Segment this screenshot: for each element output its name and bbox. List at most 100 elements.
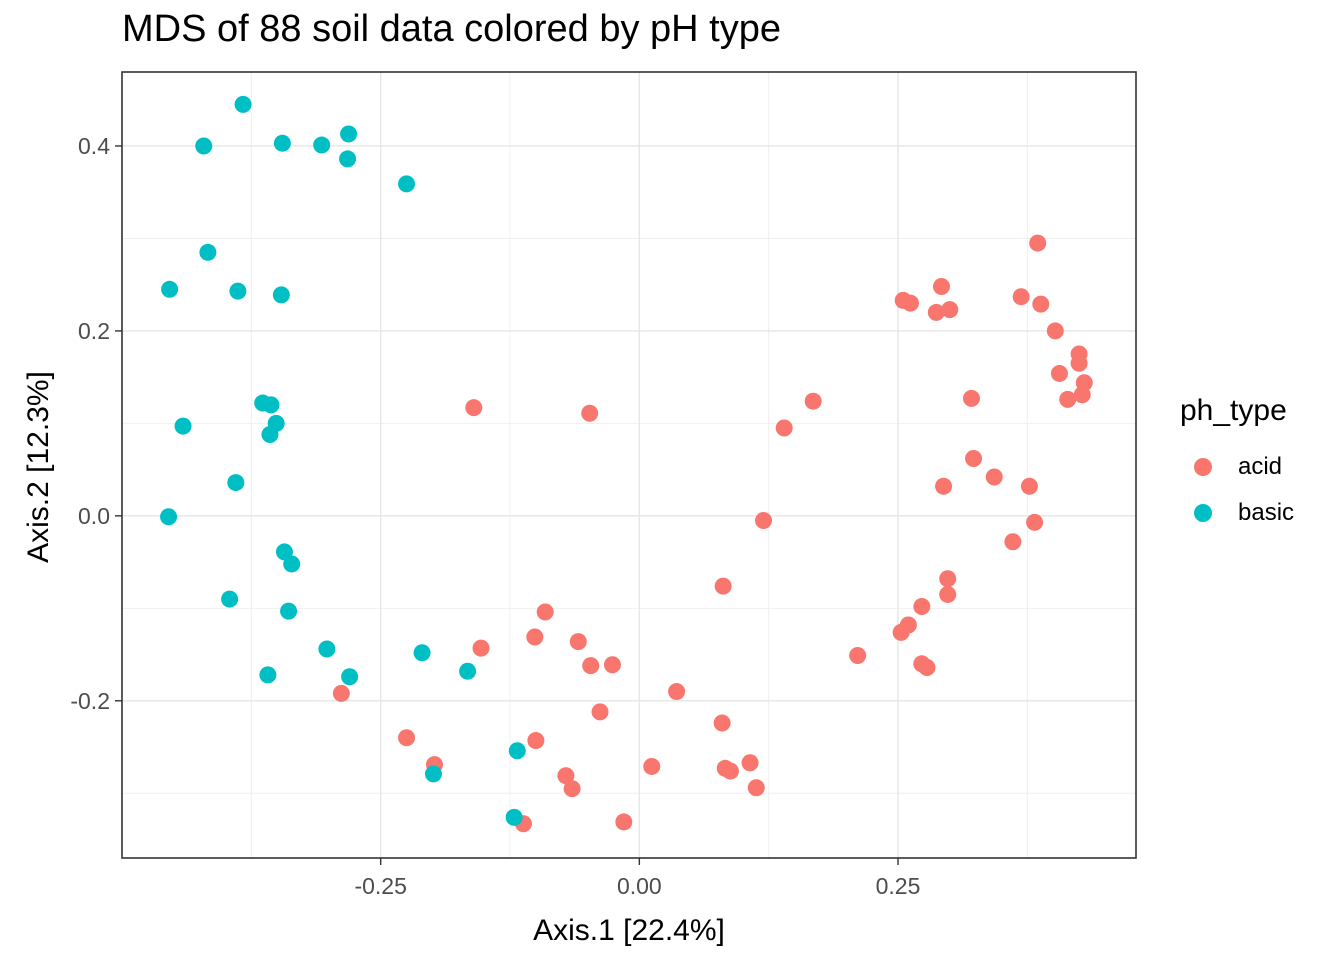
point-basic — [272, 286, 290, 304]
x-tick-label: -0.25 — [354, 873, 406, 899]
point-acid — [1029, 234, 1047, 252]
point-basic — [195, 137, 213, 155]
data-points — [160, 95, 1093, 833]
plot-panel-border — [121, 71, 1137, 859]
point-acid — [713, 714, 731, 732]
point-acid — [932, 278, 950, 296]
point-basic — [234, 95, 252, 113]
x-tick-label: 0.00 — [617, 873, 662, 899]
point-basic — [313, 136, 331, 154]
point-basic — [508, 742, 526, 760]
point-basic — [280, 602, 298, 620]
point-acid — [465, 399, 483, 417]
point-basic — [273, 134, 291, 152]
point-acid — [591, 703, 609, 721]
point-acid — [668, 683, 686, 701]
point-acid — [775, 419, 793, 437]
point-basic — [161, 280, 179, 298]
point-acid — [526, 628, 544, 646]
legend-item-basic: basic — [1180, 490, 1294, 536]
point-basic — [424, 765, 442, 783]
point-acid — [804, 392, 822, 410]
point-acid — [1012, 288, 1030, 306]
point-acid — [536, 603, 554, 621]
point-acid — [569, 633, 587, 651]
point-acid — [398, 729, 416, 747]
point-acid — [892, 623, 910, 641]
point-basic — [283, 555, 301, 573]
legend: ph_type acid basic — [1180, 394, 1294, 536]
point-acid — [1059, 390, 1077, 408]
point-acid — [1032, 295, 1050, 313]
point-basic — [318, 640, 336, 658]
point-acid — [615, 813, 633, 831]
point-basic — [340, 125, 358, 143]
x-tick-label: 0.25 — [876, 873, 921, 899]
point-basic — [259, 666, 277, 684]
point-basic — [221, 590, 239, 608]
legend-label-acid: acid — [1238, 453, 1283, 480]
point-acid — [563, 780, 581, 798]
point-basic — [174, 417, 192, 435]
point-basic — [339, 150, 357, 168]
point-acid — [603, 656, 621, 674]
point-acid — [581, 404, 599, 422]
point-basic — [398, 175, 416, 193]
point-acid — [714, 577, 732, 595]
y-tick-label: 0.4 — [78, 133, 110, 159]
chart-title: MDS of 88 soil data colored by pH type — [122, 8, 782, 50]
point-acid — [935, 477, 953, 495]
point-basic — [199, 243, 217, 261]
point-acid — [1020, 477, 1038, 495]
point-acid — [1050, 364, 1068, 382]
point-acid — [1070, 354, 1088, 372]
point-acid — [918, 659, 936, 677]
point-basic — [341, 668, 359, 686]
point-basic — [459, 662, 477, 680]
point-acid — [557, 767, 575, 785]
point-acid — [1046, 322, 1064, 340]
legend-label-basic: basic — [1238, 499, 1295, 526]
point-basic — [413, 644, 431, 662]
point-acid — [849, 646, 867, 664]
point-acid — [1026, 513, 1044, 531]
x-axis-title: Axis.1 [22.4%] — [533, 914, 725, 947]
point-acid — [472, 639, 490, 657]
point-basic — [261, 425, 279, 443]
point-acid — [1073, 386, 1091, 404]
y-axis-title: Axis.2 [12.3%] — [22, 371, 55, 563]
point-acid — [965, 450, 983, 468]
point-acid — [941, 301, 959, 319]
point-basic — [262, 396, 280, 414]
point-acid — [643, 757, 661, 775]
point-acid — [332, 684, 350, 702]
point-acid — [962, 389, 980, 407]
point-acid — [939, 585, 957, 603]
point-acid — [755, 511, 773, 529]
legend-title: ph_type — [1180, 394, 1287, 427]
point-acid — [985, 468, 1003, 486]
point-acid — [721, 762, 739, 780]
y-tick-label: -0.2 — [70, 688, 110, 714]
point-acid — [741, 754, 759, 772]
y-tick-label: 0.2 — [78, 318, 110, 344]
point-acid — [527, 732, 545, 750]
point-acid — [927, 303, 945, 321]
point-basic — [505, 808, 523, 826]
point-basic — [229, 282, 247, 300]
point-acid — [747, 779, 765, 797]
point-acid — [901, 294, 919, 312]
point-acid — [939, 570, 957, 588]
legend-item-acid: acid — [1180, 444, 1294, 490]
grid-lines — [122, 72, 1136, 858]
y-tick-label: 0.0 — [78, 503, 110, 529]
point-acid — [582, 657, 600, 675]
legend-key-basic — [1194, 504, 1212, 522]
axis-ticks: -0.25 0.00 0.25 -0.2 0.0 0.2 0.4 — [70, 133, 920, 899]
point-acid — [1004, 533, 1022, 551]
point-acid — [913, 597, 931, 615]
point-basic — [227, 474, 245, 492]
point-basic — [160, 508, 178, 526]
legend-key-acid — [1194, 458, 1212, 476]
